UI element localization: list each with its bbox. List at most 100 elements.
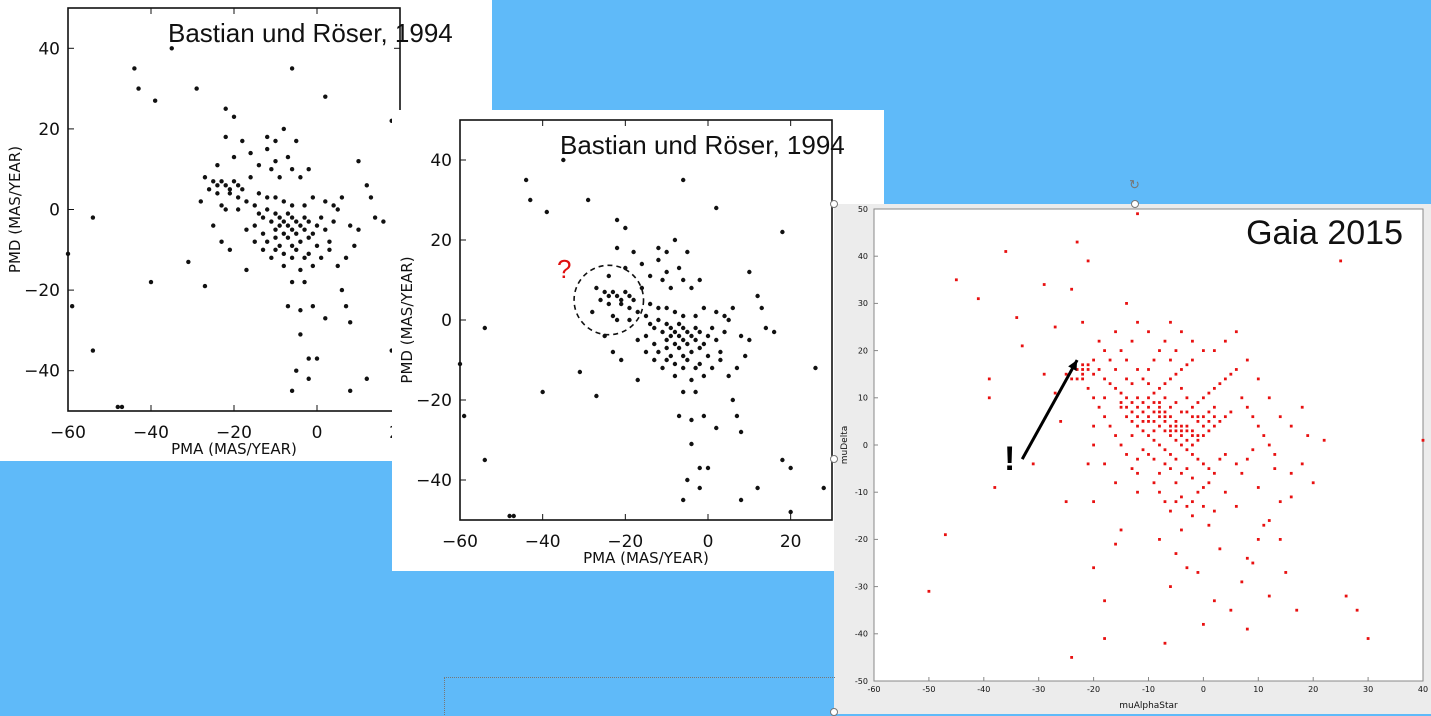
data-point <box>1174 438 1178 442</box>
data-point <box>1344 594 1348 598</box>
data-point <box>294 219 299 224</box>
data-point <box>676 265 682 271</box>
data-point <box>90 215 96 220</box>
data-point <box>1097 339 1101 343</box>
scan-panel-2: −60 −40 −20 0 20 −40 −20 0 20 40 PMA (MAS/YEAR) PMD… <box>392 110 884 571</box>
data-point <box>1223 377 1227 381</box>
data-point <box>1245 627 1249 631</box>
data-point <box>169 46 174 51</box>
x-tick-label: −60 <box>442 532 478 552</box>
y-tick-label: 0 <box>441 311 452 331</box>
data-point <box>672 361 678 367</box>
gaia-panel[interactable]: -60 -50 -40 -30 -20 -10 0 10 20 30 40 -50 -40 -30 -20-… <box>834 204 1431 714</box>
question-mark-annotation: ? <box>557 254 572 284</box>
data-point <box>788 509 793 515</box>
data-point <box>1086 363 1090 367</box>
data-point <box>323 199 328 204</box>
scatter-plot-2: −60 −40 −20 0 20 −40 −20 0 20 40 PMA (MAS/YEAR) PMD… <box>398 119 833 567</box>
data-point <box>705 333 711 339</box>
data-point <box>1191 500 1194 504</box>
data-point <box>660 277 665 283</box>
data-point <box>306 235 311 240</box>
data-point <box>1174 457 1178 461</box>
data-point <box>227 191 233 196</box>
data-point <box>755 485 760 491</box>
data-point <box>1245 405 1249 409</box>
data-point <box>1020 344 1024 348</box>
y-tick-label: 20 <box>430 231 452 251</box>
rotate-handle-icon[interactable]: ↻ <box>1129 177 1140 192</box>
data-point <box>285 235 291 240</box>
resize-handle[interactable] <box>830 455 838 463</box>
data-point <box>1234 330 1238 334</box>
data-point <box>227 187 233 192</box>
data-point <box>676 413 682 419</box>
data-point <box>1092 358 1095 362</box>
data-point <box>726 373 731 379</box>
credit-label: Bastian und Röser, 1994 <box>560 130 845 160</box>
data-point <box>1218 420 1222 423</box>
data-point <box>285 304 291 309</box>
data-point <box>681 353 686 359</box>
data-point <box>1202 349 1205 352</box>
data-point <box>1355 608 1359 612</box>
data-point <box>619 301 624 307</box>
data-point <box>1180 410 1183 414</box>
data-point <box>1158 471 1161 475</box>
x-axis-label: PMA (MAS/YEAR) <box>583 549 709 567</box>
data-point <box>1191 415 1194 419</box>
data-point <box>215 183 220 188</box>
data-point <box>1125 302 1128 305</box>
data-point <box>335 263 340 269</box>
data-point <box>1163 420 1167 423</box>
data-point <box>738 333 744 339</box>
data-point <box>635 337 640 343</box>
data-point <box>1136 457 1139 461</box>
data-point <box>1130 420 1134 423</box>
data-point <box>1152 438 1156 442</box>
data-point <box>1163 448 1167 452</box>
data-point <box>614 293 620 299</box>
data-point <box>1180 443 1183 447</box>
data-point <box>1262 434 1266 437</box>
x-tick-label: −20 <box>216 423 252 443</box>
data-point <box>1174 349 1178 352</box>
data-point <box>1202 462 1205 466</box>
resize-handle[interactable] <box>830 708 838 716</box>
credit-label: Bastian und Röser, 1994 <box>168 18 453 48</box>
data-point <box>240 138 245 144</box>
data-point <box>1103 462 1106 466</box>
data-point <box>1169 453 1172 456</box>
resize-handle[interactable] <box>830 200 838 208</box>
data-point <box>1152 457 1156 461</box>
data-point <box>1158 415 1161 419</box>
data-point <box>306 219 311 224</box>
data-point <box>1196 438 1200 442</box>
data-point <box>1130 410 1134 414</box>
data-point <box>1202 434 1205 437</box>
y-tick-label: -10 <box>855 488 868 497</box>
y-tick-label: 30 <box>858 299 868 308</box>
data-point <box>252 203 257 208</box>
data-point <box>1234 462 1238 466</box>
data-point <box>1130 401 1134 404</box>
data-point <box>631 249 636 255</box>
data-point <box>1141 448 1145 452</box>
resize-handle[interactable] <box>1131 200 1139 208</box>
data-point <box>1163 500 1167 504</box>
data-point <box>1136 471 1139 475</box>
data-point <box>714 205 719 211</box>
data-point <box>1223 415 1227 419</box>
data-point <box>643 333 649 339</box>
data-point <box>1191 476 1194 480</box>
data-point <box>1284 571 1288 574</box>
data-point <box>763 325 769 331</box>
data-point <box>639 285 645 291</box>
data-point <box>202 175 208 180</box>
data-point <box>1174 420 1178 423</box>
data-point <box>1103 599 1106 603</box>
data-point <box>1229 410 1233 414</box>
data-point <box>1125 396 1128 400</box>
data-point <box>356 158 361 164</box>
data-point <box>523 177 529 183</box>
